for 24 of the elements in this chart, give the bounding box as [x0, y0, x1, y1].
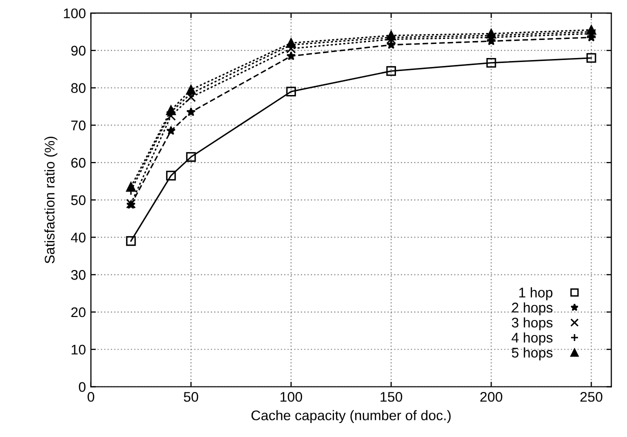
y-tick-label: 50 — [71, 195, 86, 206]
x-tick-label: 100 — [280, 392, 302, 402]
y-tick-label: 40 — [70, 232, 86, 242]
legend-label: 2 hops — [512, 302, 552, 316]
x-axis-title: Cache capacity (number of doc.) — [251, 410, 451, 424]
y-tick-label: 60 — [71, 158, 86, 168]
y-tick-label: 100 — [64, 8, 86, 18]
y-tick-label: 0 — [78, 382, 86, 392]
x-tick-label: 50 — [184, 392, 198, 402]
y-tick-label: 80 — [71, 83, 86, 94]
y-tick-label: 90 — [71, 46, 86, 56]
x-tick-label: 200 — [480, 392, 502, 402]
legend-label: 4 hops — [512, 332, 552, 346]
y-tick-label: 70 — [71, 120, 86, 130]
y-axis-title: Satisfaction ratio (%) — [44, 136, 58, 264]
x-tick-label: 0 — [88, 392, 94, 402]
y-tick-label: 30 — [71, 270, 86, 280]
y-tick-label: 20 — [71, 307, 86, 318]
legend-label: 3 hops — [512, 317, 552, 330]
legend-label: 1 hop — [519, 287, 552, 300]
legend-label: 5 hops — [512, 347, 552, 360]
y-tick-label: 10 — [72, 344, 86, 355]
x-tick-label: 250 — [580, 392, 602, 402]
x-tick-label: 150 — [380, 392, 402, 402]
